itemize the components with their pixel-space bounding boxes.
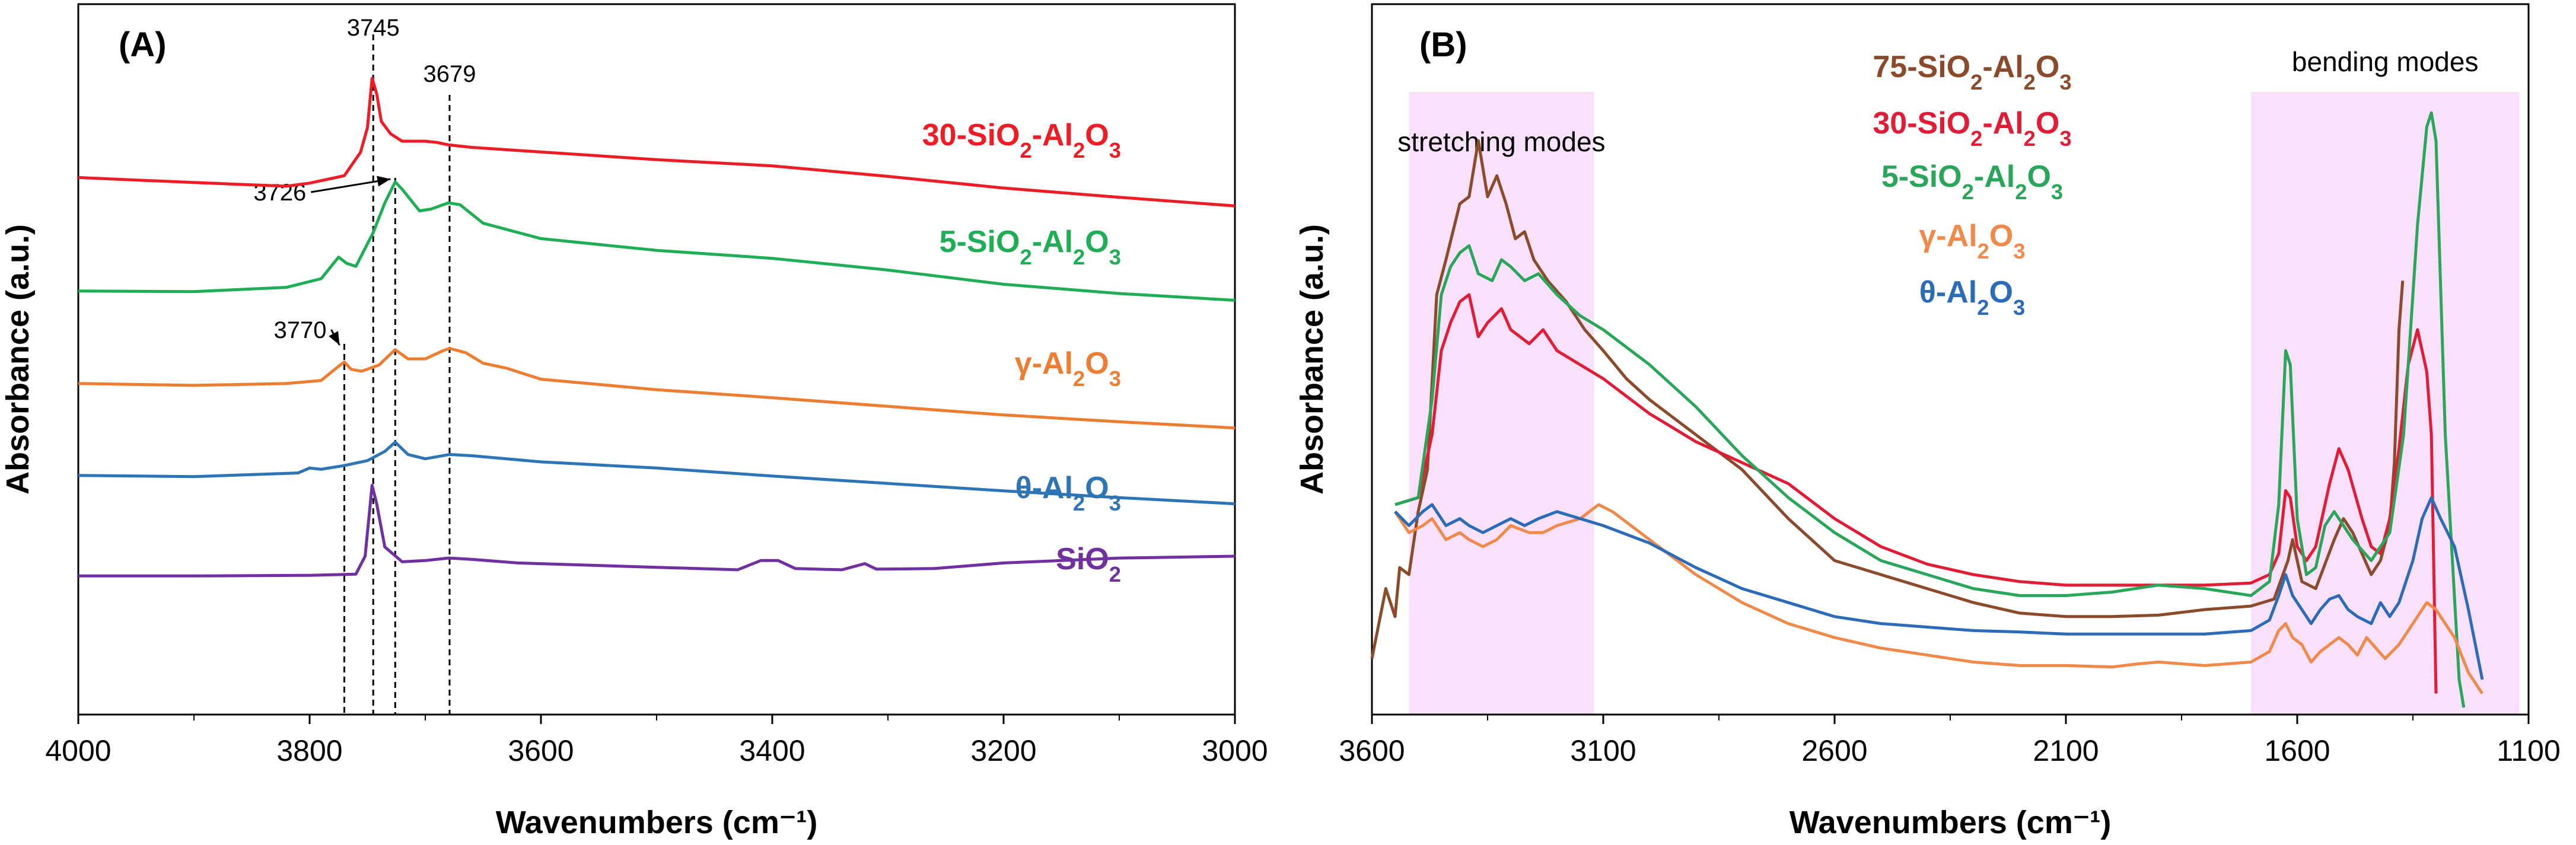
y-axis-title: Absorbance (a.u.) [1294,224,1330,495]
series-line-5-sio2-al2o3 [1394,111,2466,708]
x-axis-title: Wavenumbers (cm⁻¹) [496,805,818,840]
region-label-stretching-modes: stretching modes [1397,126,1605,157]
x-tick-label: 4000 [45,734,111,767]
legend-label-theta-al2o3: θ-Al2O3 [1015,471,1121,515]
annotation-arrow-3726 [311,178,391,193]
annotation-label-3679: 3679 [423,61,476,87]
series-line-theta-al2o3 [78,441,1236,506]
legend-label-5-sio2-al2o3: 5-SiO2-Al2O3 [940,225,1121,269]
x-tick-label: 3600 [508,734,574,767]
legend-label-75-sio2-al2o3: 75-SiO2-Al2O3 [1873,50,2071,94]
legend-label-5-sio2-al2o3: 5-SiO2-Al2O3 [1881,160,2063,204]
x-tick-label: 3400 [739,734,805,767]
legend-label-sio2: SiO2 [1056,542,1121,586]
panel-label: (A) [119,25,167,64]
legend-label-theta-al2o3: θ-Al2O3 [1919,275,2025,320]
series-line-gamma-al2o3 [1393,503,2484,694]
x-axis-title: Wavenumbers (cm⁻¹) [1789,805,2112,840]
panel-label: (B) [1419,25,1467,64]
x-tick-label: 3600 [1339,734,1405,767]
region-label-bending-modes: bending modes [2292,46,2479,77]
series-line-gamma-al2o3 [78,347,1236,430]
x-tick-label: 1100 [2497,734,2561,767]
x-tick-label: 2600 [1801,734,1867,767]
legend-label-30-sio2-al2o3: 30-SiO2-Al2O3 [1873,106,2071,151]
x-tick-label: 3000 [1202,734,1268,767]
x-tick-label: 3200 [970,734,1036,767]
y-axis-title: Absorbance (a.u.) [0,224,36,495]
x-tick-label: 2100 [2033,734,2099,767]
x-tick-label: 3800 [276,734,342,767]
x-tick-label: 3100 [1570,734,1636,767]
annotation-label-3770: 3770 [274,317,327,343]
series-line-75-sio2-al2o3 [1370,139,2405,659]
legend-label-30-sio2-al2o3: 30-SiO2-Al2O3 [922,118,1121,162]
legend-label-gamma-al2o3: γ-Al2O3 [1919,219,2025,263]
panel-a: 4000 3800 3600 3400 3200 3000 Wavenumbers (cm⁻… [0,3,1268,840]
annotation-label-3745: 3745 [347,15,400,41]
series-line-30-sio2-al2o3 [1394,293,2438,694]
series-line-5-sio2-al2o3 [78,180,1236,302]
annotation-arrowhead-3726 [377,176,391,187]
x-tick-label: 1600 [2264,734,2330,767]
series-line-sio2 [78,483,1236,578]
legend-label-gamma-al2o3: γ-Al2O3 [1015,346,1121,391]
annotation-arrowhead-3770 [329,331,340,345]
series-line-30-sio2-al2o3 [78,76,1236,208]
panel-b: stretching modes bending modes 3600 3100 260… [1294,3,2561,840]
series-line-theta-al2o3 [1394,496,2484,680]
region-stretching-modes [1409,92,1594,715]
